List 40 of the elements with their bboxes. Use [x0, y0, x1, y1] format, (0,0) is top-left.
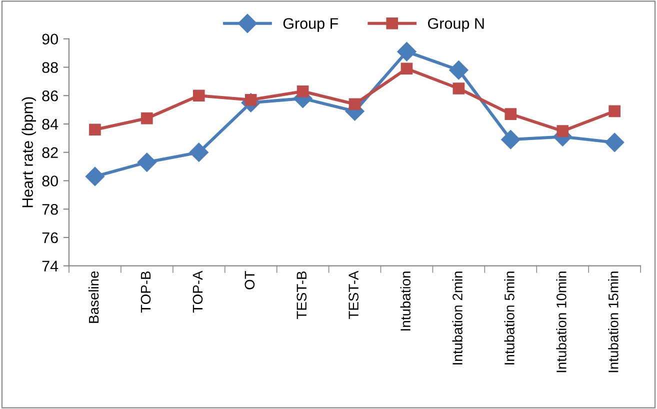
y-tick-label: 84 [42, 118, 58, 130]
point [556, 125, 569, 137]
y-tick-label: 86 [42, 90, 58, 102]
y-tick-label: 78 [42, 204, 58, 215]
x-tick-label: Intubation 5min [504, 272, 514, 364]
point [137, 152, 156, 172]
point [192, 90, 205, 102]
legend-label: Group F [283, 18, 338, 32]
point [400, 62, 413, 75]
point [397, 42, 416, 62]
x-tick-label: TEST-A [348, 270, 359, 320]
x-tick-label: Baseline [88, 271, 99, 323]
x-tick-label: TOP-A [192, 270, 203, 313]
y-tick-label: 76 [42, 232, 58, 244]
point [141, 112, 153, 124]
point [605, 132, 624, 152]
x-tick-label: TOP-B [140, 271, 151, 313]
point [348, 98, 361, 110]
point [85, 166, 104, 186]
x-tick-label: Intubation 10min [556, 272, 566, 372]
x-tick-label: Intubation [400, 272, 410, 330]
x-tick-label: Intubation 2min [452, 272, 462, 364]
x-tick-label: Intubation 15min [608, 272, 618, 372]
y-tick-label: 80 [42, 176, 58, 186]
point [501, 130, 520, 150]
point [452, 82, 465, 94]
x-tick-label: TEST-B [296, 271, 307, 320]
point [608, 105, 620, 118]
y-tick-label: 90 [42, 34, 58, 45]
point [189, 142, 208, 162]
point [89, 124, 101, 136]
y-tick-label: 74 [42, 260, 58, 272]
point [504, 108, 517, 120]
point [296, 85, 309, 98]
y-axis-title: Heart rate (bpm) [22, 97, 36, 208]
y-tick-label: 88 [42, 62, 58, 73]
legend-label: Group N [428, 18, 484, 32]
point [449, 60, 468, 80]
y-tick-label: 82 [42, 147, 58, 158]
x-tick-label: OT [244, 271, 255, 290]
